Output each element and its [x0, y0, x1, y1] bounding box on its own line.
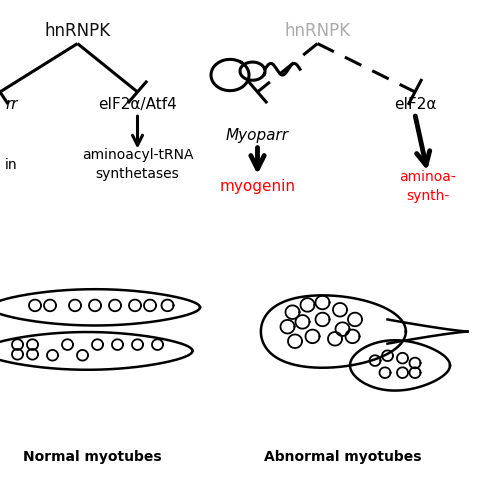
Text: in: in — [5, 158, 18, 171]
Text: eIF2α/Atf4: eIF2α/Atf4 — [98, 97, 177, 111]
Text: myogenin: myogenin — [220, 179, 296, 194]
Text: rr: rr — [5, 97, 18, 111]
Text: Normal myotubes: Normal myotubes — [23, 451, 162, 464]
Text: eIF2α: eIF2α — [394, 97, 436, 111]
Text: hnRNPK: hnRNPK — [284, 22, 350, 41]
Text: hnRNPK: hnRNPK — [44, 22, 110, 41]
Text: Myoparr: Myoparr — [226, 128, 289, 143]
Text: Abnormal myotubes: Abnormal myotubes — [264, 451, 421, 464]
Text: aminoacyl-tRNA
synthetases: aminoacyl-tRNA synthetases — [82, 149, 193, 181]
Text: aminoa-
synth-: aminoa- synth- — [399, 170, 456, 202]
